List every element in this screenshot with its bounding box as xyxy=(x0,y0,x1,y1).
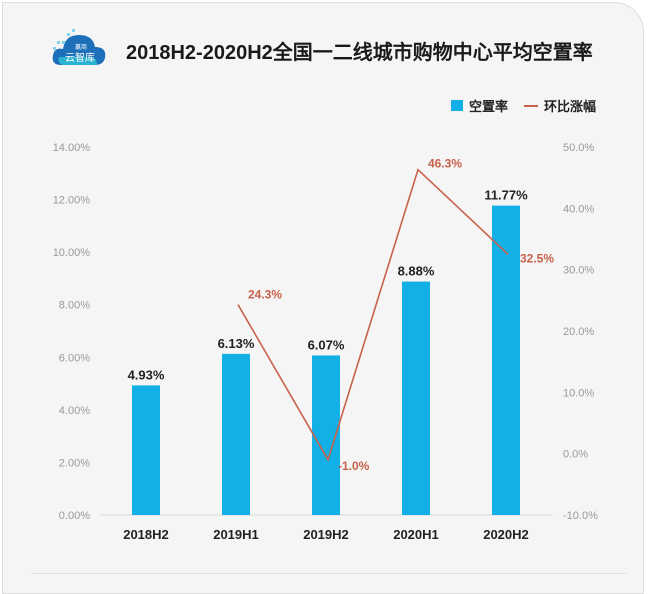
bar-label: 6.07% xyxy=(308,337,345,352)
legend: 空置率 环比涨幅 xyxy=(451,96,596,115)
left-axis-tick: 4.00% xyxy=(59,405,90,417)
left-axis-tick: 10.00% xyxy=(53,247,91,259)
line-label: 32.5% xyxy=(520,251,554,265)
bar xyxy=(222,353,250,515)
line-series xyxy=(237,168,509,462)
logo-text-main: 云智库 xyxy=(65,51,95,64)
left-axis-tick: 6.00% xyxy=(59,352,90,364)
x-axis-tick: 2020H1 xyxy=(393,527,439,542)
left-axis-tick: 0.00% xyxy=(59,510,90,522)
right-axis-tick: 40.0% xyxy=(563,203,594,215)
left-axis-tick: 8.00% xyxy=(59,300,90,312)
line-label: -1.0% xyxy=(338,459,370,473)
bar xyxy=(132,385,160,515)
left-axis-tick: 14.00% xyxy=(53,142,91,154)
bar-label: 8.88% xyxy=(398,264,435,279)
logo-text-top: 赢商 xyxy=(75,43,87,51)
x-axis-tick: 2019H1 xyxy=(213,527,259,542)
right-axis-tick: -10.0% xyxy=(563,510,598,522)
bar-label: 11.77% xyxy=(484,188,528,203)
right-axis-tick: 30.0% xyxy=(563,265,594,277)
right-axis-tick: 10.0% xyxy=(563,387,594,399)
x-axis-tick: 2018H2 xyxy=(123,527,169,542)
left-axis-tick: 12.00% xyxy=(53,195,91,207)
left-axis-tick: 2.00% xyxy=(59,457,90,469)
right-axis-tick: 20.0% xyxy=(563,326,594,338)
bar-label: 4.93% xyxy=(128,367,165,382)
legend-bar-label: 空置率 xyxy=(469,99,509,114)
x-axis-tick: 2019H2 xyxy=(303,527,349,542)
right-axis-tick: 0.0% xyxy=(563,449,588,461)
x-axis-tick: 2020H2 xyxy=(483,527,529,542)
chart-plot: 0.00% 2.00% 4.00% 6.00% 8.00% 10.00% 12.00% 14.… xyxy=(53,142,598,542)
divider xyxy=(31,573,626,574)
right-axis-tick: 50.0% xyxy=(563,142,594,154)
logo-cloud-icon: 赢商 云智库 xyxy=(52,29,106,65)
legend-bar-swatch xyxy=(451,100,463,111)
legend-line-swatch xyxy=(524,104,539,107)
chart-title: 2018H2-2020H2全国一二线城市购物中心平均空置率 xyxy=(126,42,593,64)
bar-label: 6.13% xyxy=(218,336,255,351)
bar xyxy=(492,205,520,516)
bar xyxy=(402,281,430,515)
legend-line-label: 环比涨幅 xyxy=(544,99,597,114)
line-label: 24.3% xyxy=(248,288,282,302)
line-label: 46.3% xyxy=(428,157,462,171)
